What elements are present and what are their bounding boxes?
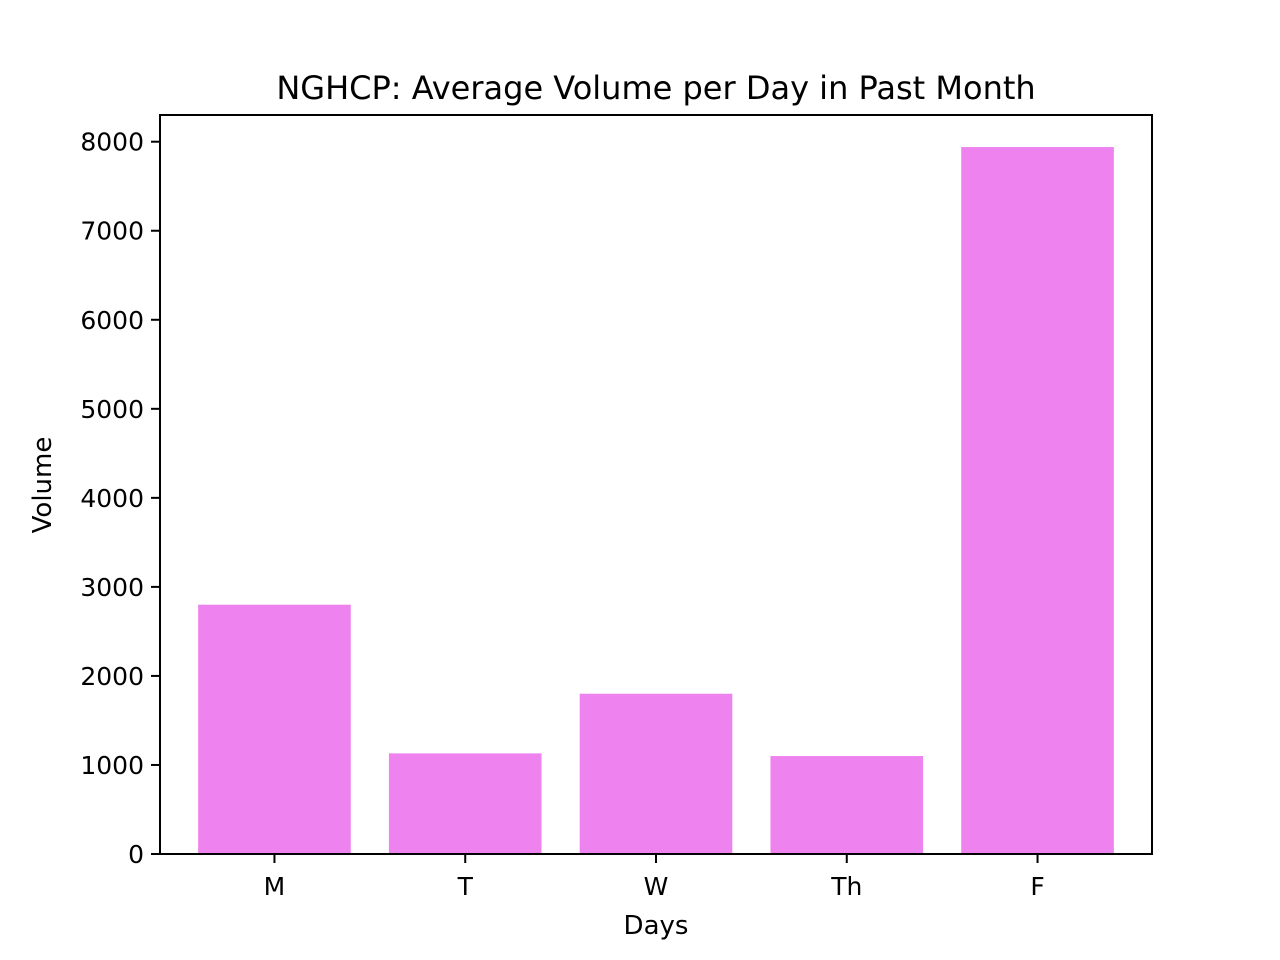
y-tick-label: 8000 — [80, 128, 144, 157]
bar-m — [198, 604, 351, 854]
y-tick-label: 5000 — [80, 395, 144, 424]
y-axis-ticks: 0 1000 2000 3000 4000 5000 6000 7000 8000 — [80, 128, 160, 869]
x-tick-label: F — [1030, 872, 1044, 901]
chart-title: NGHCP: Average Volume per Day in Past Mo… — [276, 69, 1035, 107]
x-tick-label: Th — [830, 872, 862, 901]
y-tick-label: 6000 — [80, 306, 144, 335]
x-tick-label: T — [457, 872, 474, 901]
y-tick-label: 2000 — [80, 662, 144, 691]
plot-frame — [159, 114, 1153, 855]
y-tick-label: 0 — [128, 840, 144, 869]
x-axis-label: Days — [624, 911, 689, 941]
bar-f — [961, 147, 1114, 855]
x-axis-ticks: M T W Th F — [264, 854, 1045, 901]
bar-w — [579, 693, 733, 854]
x-tick-label: W — [644, 872, 669, 901]
y-axis-label: Volume — [28, 437, 58, 534]
y-tick-label: 7000 — [80, 217, 144, 246]
y-tick-label: 1000 — [80, 751, 144, 780]
y-tick-label: 3000 — [80, 573, 144, 602]
bar-t — [388, 753, 542, 854]
bars-group — [198, 147, 1114, 855]
x-tick-label: M — [264, 872, 286, 901]
bar-th — [770, 756, 924, 854]
y-tick-label: 4000 — [80, 484, 144, 513]
